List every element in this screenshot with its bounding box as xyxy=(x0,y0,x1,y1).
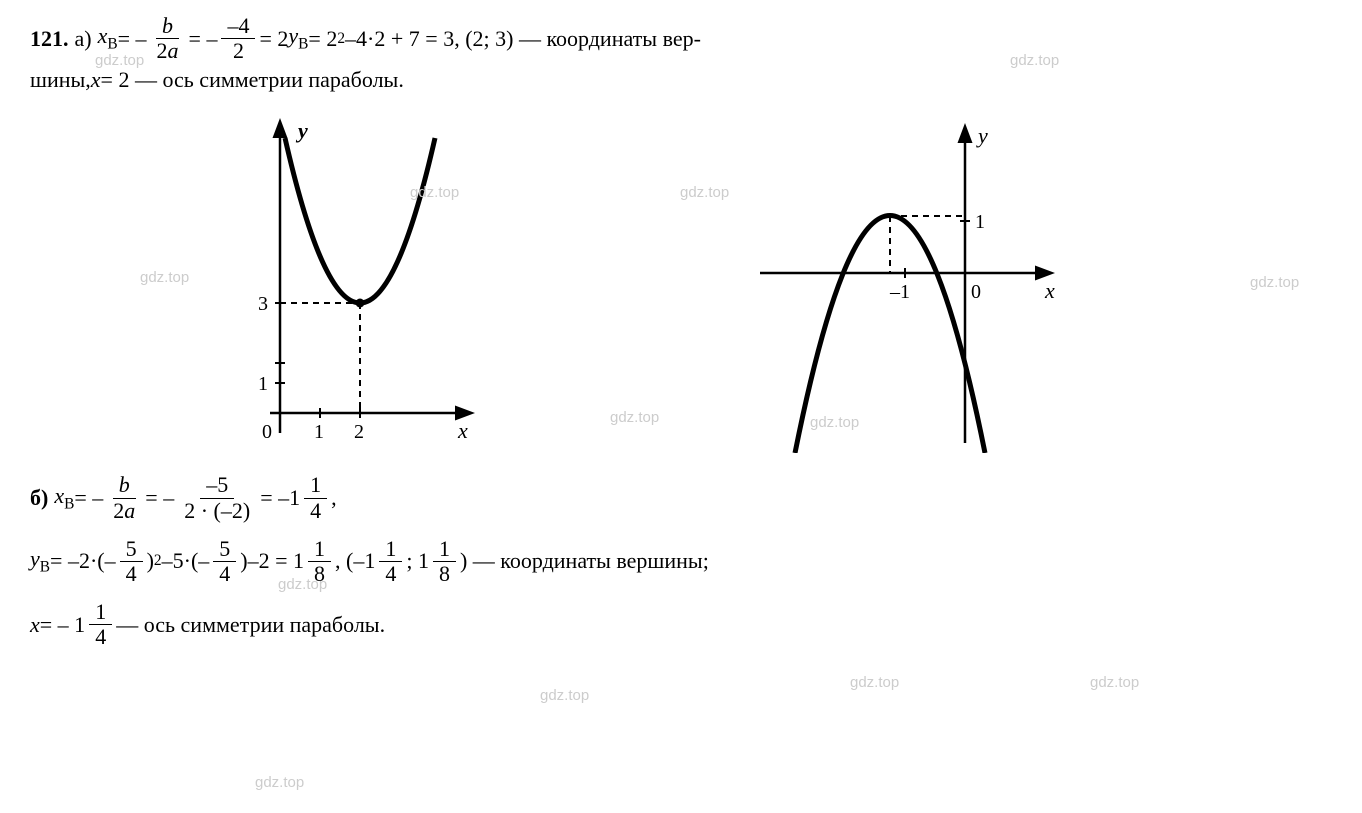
text: xВ xyxy=(54,483,74,513)
text: ; 1 xyxy=(406,548,429,574)
mixed-frac: 1 8 xyxy=(308,537,331,586)
fraction: –5 2 · (–2) xyxy=(178,473,256,522)
y-axis-label: y xyxy=(295,118,308,143)
den: 8 xyxy=(308,562,331,586)
sub: В xyxy=(298,36,308,53)
watermark: gdz.top xyxy=(140,269,189,286)
den: 2a xyxy=(151,39,185,63)
y-tick-1: 1 xyxy=(258,373,268,395)
problem-number: 121. xyxy=(30,26,69,52)
mixed-frac: 1 4 xyxy=(304,473,327,522)
x-axis-label: x xyxy=(1044,278,1055,303)
sup: 2 xyxy=(337,30,345,48)
line-b3: x = – 1 1 4 — ось симметрии параболы. xyxy=(30,600,1332,649)
fraction: 5 4 xyxy=(120,537,143,586)
den: 2 · (–2) xyxy=(178,499,256,523)
mixed-frac: 1 4 xyxy=(379,537,402,586)
text: ) — координаты вершины; xyxy=(460,548,709,574)
eq: = – xyxy=(145,485,174,511)
y-axis-label: y xyxy=(976,123,988,148)
y-tick-1: 1 xyxy=(975,211,985,233)
num: –4 xyxy=(221,14,255,39)
watermark: gdz.top xyxy=(540,687,589,704)
den: 4 xyxy=(379,562,402,586)
sub: В xyxy=(40,559,50,576)
line-b2: yВ = –2·(– 5 4 )2–5·(– 5 4 )–2 = 1 1 8 ,… xyxy=(30,537,1332,586)
text: –4·2 + 7 = 3, (2; 3) — координаты вер- xyxy=(345,26,701,52)
watermark: gdz.top xyxy=(850,674,899,691)
eq: = – 1 xyxy=(40,612,85,638)
text: yВ xyxy=(30,546,50,576)
origin-label: 0 xyxy=(971,281,981,303)
line-a1: 121. а) xВ = – b 2a = – –4 2 = 2 yВ = 22… xyxy=(30,14,1332,63)
fraction: –4 2 xyxy=(221,14,255,63)
num: b xyxy=(156,14,179,39)
den: 4 xyxy=(213,562,236,586)
parabola-a xyxy=(285,138,435,303)
text: xВ xyxy=(98,23,118,53)
line-b1: б) xВ = – b 2a = – –5 2 · (–2) = –1 1 4 … xyxy=(30,473,1332,522)
graph-b: y x 0 –1 1 xyxy=(750,113,1070,453)
text: –5·(– xyxy=(162,548,210,574)
den: 4 xyxy=(304,499,327,523)
x-var: x xyxy=(91,67,101,93)
den: 2a xyxy=(107,499,141,523)
num: 1 xyxy=(89,600,112,625)
line-a2: шины, x = 2 — ось симметрии параболы. xyxy=(30,67,1332,93)
eq: = – xyxy=(189,26,218,52)
part-a-label: а) xyxy=(75,26,92,52)
den: 8 xyxy=(433,562,456,586)
text: )–2 = 1 xyxy=(240,548,304,574)
num: –5 xyxy=(200,473,234,498)
y-tick-3: 3 xyxy=(258,293,268,315)
sub: В xyxy=(64,495,74,512)
eq: = 2 xyxy=(259,26,288,52)
x-tick-neg1: –1 xyxy=(889,281,910,303)
text: шины, xyxy=(30,67,91,93)
x-axis-label: x xyxy=(457,418,468,443)
part-b-label: б) xyxy=(30,485,48,511)
watermark: gdz.top xyxy=(255,774,304,791)
fraction: b 2a xyxy=(107,473,141,522)
graph-a: y x 0 1 2 1 3 xyxy=(190,113,490,453)
eq: = –2·(– xyxy=(50,548,116,574)
sub: В xyxy=(107,36,117,53)
num: 1 xyxy=(308,537,331,562)
text: , (–1 xyxy=(335,548,375,574)
watermark: gdz.top xyxy=(1090,674,1139,691)
vertex-dot xyxy=(356,299,365,308)
fraction: b 2a xyxy=(151,14,185,63)
text: ) xyxy=(147,548,154,574)
eq: = – xyxy=(74,485,103,511)
eq: = – xyxy=(118,26,147,52)
text: = 2 — ось симметрии параболы. xyxy=(101,67,404,93)
den: 2 xyxy=(227,39,250,63)
text: yВ xyxy=(288,23,308,53)
mixed-frac: 1 8 xyxy=(433,537,456,586)
num: 5 xyxy=(213,537,236,562)
den: 4 xyxy=(120,562,143,586)
fraction: 5 4 xyxy=(213,537,236,586)
den: 4 xyxy=(89,625,112,649)
eq: = –1 xyxy=(260,485,300,511)
x-var: x xyxy=(30,612,40,638)
origin-label: 0 xyxy=(262,421,272,443)
x-tick-2: 2 xyxy=(354,421,364,443)
num: 1 xyxy=(433,537,456,562)
graphs-row: y x 0 1 2 1 3 y x 0 –1 1 xyxy=(190,113,1332,453)
num: 1 xyxy=(379,537,402,562)
x-tick-1: 1 xyxy=(314,421,324,443)
tail: , xyxy=(331,485,337,511)
num: 1 xyxy=(304,473,327,498)
sup: 2 xyxy=(154,552,162,570)
num: 5 xyxy=(120,537,143,562)
num: b xyxy=(113,473,136,498)
eq: = 2 xyxy=(308,26,337,52)
text: — ось симметрии параболы. xyxy=(116,612,385,638)
mixed-frac: 1 4 xyxy=(89,600,112,649)
